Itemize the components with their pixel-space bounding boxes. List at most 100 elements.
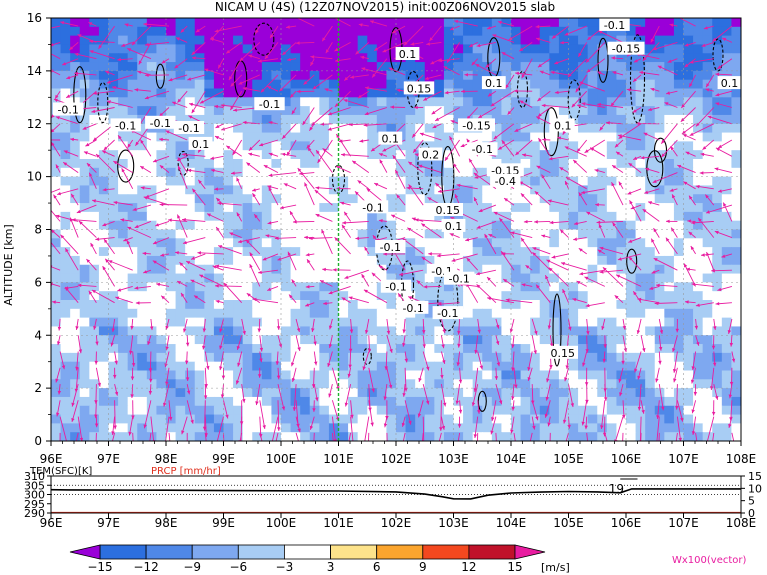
field-cell <box>367 352 378 363</box>
field-cell <box>693 150 704 160</box>
field-cell <box>721 123 733 134</box>
field-cell <box>434 396 445 407</box>
field-cell <box>98 203 110 213</box>
field-cell <box>702 62 713 72</box>
field-cell <box>146 203 158 213</box>
field-cell <box>376 361 388 372</box>
field-cell <box>683 229 694 239</box>
field-cell <box>175 26 186 37</box>
wind-vector <box>350 416 354 441</box>
field-cell <box>626 317 637 328</box>
wind-vector <box>584 276 605 287</box>
wind-vector-head <box>131 415 135 420</box>
field-cell <box>319 291 330 301</box>
field-cell <box>271 106 282 116</box>
field-cell <box>511 141 522 151</box>
field-cell <box>367 370 378 380</box>
field-cell <box>721 414 733 424</box>
field-cell <box>338 53 349 63</box>
field-cell <box>654 273 665 283</box>
field-cell <box>520 361 531 372</box>
field-cell <box>578 423 589 433</box>
field-cell <box>683 300 694 310</box>
field-cell <box>70 211 81 222</box>
field-cell <box>89 79 100 90</box>
field-cell <box>721 405 733 416</box>
field-cell <box>328 167 340 178</box>
field-cell <box>137 88 148 98</box>
field-cell <box>626 247 637 257</box>
field-cell <box>118 264 129 275</box>
field-cell <box>166 79 177 90</box>
field-cell <box>645 194 656 204</box>
field-cell <box>213 352 225 363</box>
field-cell <box>70 97 81 107</box>
wind-vector-head <box>132 450 136 454</box>
field-cell <box>252 18 263 28</box>
field-cell <box>597 229 608 239</box>
field-cell <box>511 132 522 142</box>
field-cell <box>721 335 733 345</box>
wind-vector-head <box>496 324 500 329</box>
field-cell <box>309 291 320 301</box>
field-cell <box>511 26 522 37</box>
wind-vector-head <box>127 143 131 148</box>
wind-vector <box>277 383 285 411</box>
field-cell <box>587 176 598 187</box>
field-cell <box>137 370 148 380</box>
wind-vector-head <box>61 365 66 370</box>
wind-vector <box>599 247 624 255</box>
field-cell <box>309 203 320 213</box>
wind-vector-head <box>713 326 717 330</box>
wind-vector <box>437 188 460 193</box>
wind-vector-head <box>274 236 279 240</box>
field-cell <box>146 264 158 275</box>
field-cell <box>252 370 263 380</box>
field-cell <box>328 203 340 213</box>
field-cell <box>482 264 493 275</box>
wind-vector <box>334 236 351 255</box>
wind-vector <box>600 400 606 430</box>
field-cell <box>693 423 704 433</box>
field-cell <box>568 300 579 310</box>
field-cell <box>376 432 388 441</box>
field-cell <box>673 220 685 231</box>
field-cell <box>597 176 608 187</box>
wind-vector-head <box>78 349 83 354</box>
field-cell <box>271 79 282 90</box>
field-cell <box>376 211 388 222</box>
field-cell <box>482 326 493 336</box>
field-cell <box>520 88 531 98</box>
wind-vector <box>637 298 660 304</box>
wind-vector-head <box>729 381 734 386</box>
field-cell <box>405 123 416 134</box>
field-cell <box>654 414 665 424</box>
field-cell <box>233 352 244 363</box>
field-cell <box>654 44 665 54</box>
field-cell <box>271 44 282 54</box>
field-cell <box>252 123 263 134</box>
field-cell <box>300 352 311 363</box>
field-cell <box>626 300 637 310</box>
field-cell <box>328 79 340 90</box>
field-cell <box>721 194 733 204</box>
field-cell <box>166 326 177 336</box>
field-cell <box>70 361 81 372</box>
field-cell <box>146 317 158 328</box>
field-cell <box>213 238 225 248</box>
field-cell <box>386 220 397 231</box>
field-cell <box>156 238 167 248</box>
field-cell <box>463 62 474 72</box>
wind-vector-head <box>443 402 447 407</box>
field-cell <box>568 291 579 301</box>
field-cell <box>348 35 359 46</box>
wind-vector-head <box>328 290 333 295</box>
field-cell <box>386 361 397 372</box>
field-cell <box>338 79 349 90</box>
field-cell <box>511 300 522 310</box>
field-cell <box>530 317 541 328</box>
wind-vector-head <box>661 406 665 411</box>
field-cell <box>673 44 685 54</box>
field-cell <box>60 88 71 98</box>
field-cell <box>626 35 637 46</box>
